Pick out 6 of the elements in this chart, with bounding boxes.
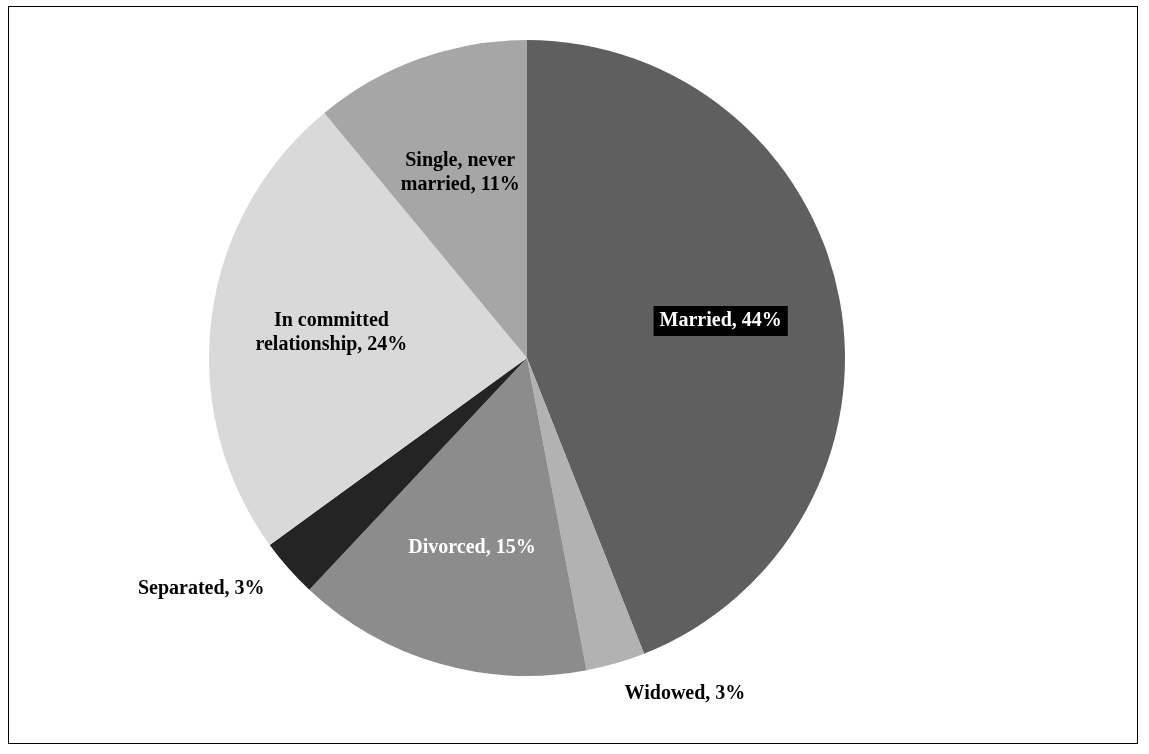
slice-label: Separated, 3%: [137, 576, 265, 600]
slice-label: In committed relationship, 24%: [255, 308, 408, 356]
slice-label: Single, never married, 11%: [400, 147, 520, 194]
slice-label: Widowed, 3%: [624, 681, 746, 704]
slice-label: Married, 44%: [659, 308, 782, 331]
slice-label: Divorced, 15%: [408, 534, 536, 557]
